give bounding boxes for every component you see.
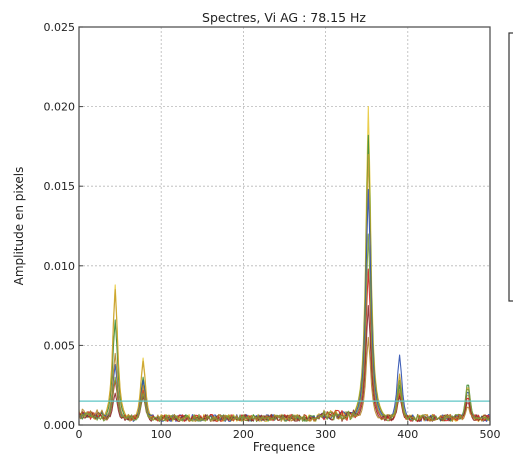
y-tick-label: 0.025 [44, 21, 76, 34]
y-tick-label: 0.000 [44, 419, 76, 432]
x-tick-label: 0 [76, 428, 83, 441]
grid-lines [79, 27, 490, 425]
x-tick-label: 400 [397, 428, 418, 441]
chart-title: Spectres, Vi AG : 78.15 Hz [202, 10, 366, 25]
legend-box [508, 32, 513, 302]
x-axis-title: Frequence [253, 440, 315, 454]
plot-frame [78, 26, 491, 426]
x-tick-label: 200 [233, 428, 254, 441]
y-axis-title: Amplitude en pixels [12, 167, 26, 286]
x-tick-label: 500 [480, 428, 501, 441]
y-tick-label: 0.015 [44, 180, 76, 193]
x-tick-label: 300 [315, 428, 336, 441]
y-tick-label: 0.010 [44, 260, 76, 273]
y-axis-ticks: 0.000 0.005 0.010 0.015 0.020 0.025 [44, 21, 83, 432]
x-tick-label: 100 [151, 428, 172, 441]
spectrum-series-line [79, 153, 490, 422]
y-tick-label: 0.020 [44, 101, 76, 114]
y-tick-label: 0.005 [44, 339, 76, 352]
spectrum-series-line [79, 233, 490, 422]
x-axis-ticks: 0 100 200 300 400 500 [76, 421, 501, 441]
series-layer [79, 106, 490, 423]
